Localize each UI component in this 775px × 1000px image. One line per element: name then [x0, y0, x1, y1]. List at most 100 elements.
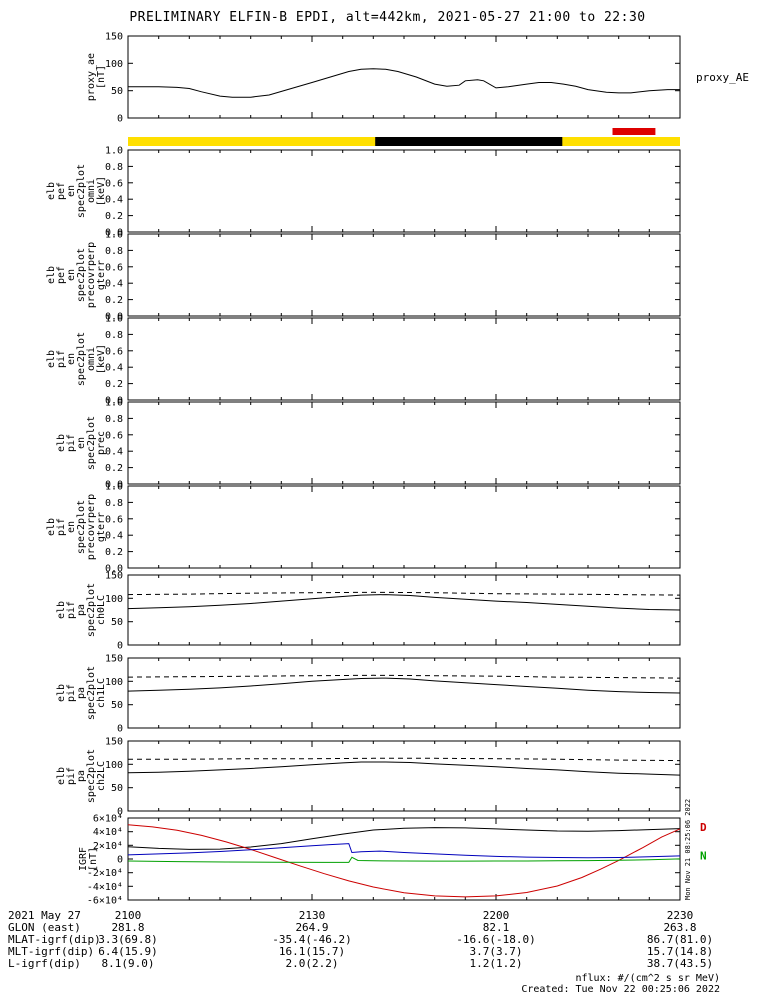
eph-row-label: GLON (east) — [8, 921, 81, 934]
panel-frame — [127, 317, 681, 401]
date-label: 2021 May 27 — [8, 909, 81, 922]
series-igrf-component-black — [127, 827, 681, 850]
panel-elb_pif_en_precovrperp_gterr: 0.0 0.2 0.4 0.6 0.8 1.0 elb pif en spec2plot preco… — [46, 482, 681, 575]
ytick-label: 150 — [105, 32, 123, 43]
ytick-label: 0 — [117, 724, 123, 735]
ytick-label: 0.8 — [105, 246, 123, 257]
ytick-label: 50 — [111, 617, 123, 628]
ytick-label: 0.6 — [105, 514, 123, 525]
ytick-label: 50 — [111, 700, 123, 711]
panel-ylabel: proxy_ae — [86, 53, 97, 101]
panel-ch1lc: 0 50 100 150 elb pif pa spec2plot ch1LC — [56, 654, 681, 735]
ytick-label: 6×10⁴ — [93, 814, 123, 825]
ytick-label: 2×10⁴ — [93, 841, 123, 852]
ytick-label: 0 — [117, 855, 123, 866]
panel-ylabel: spec2plot — [76, 248, 87, 302]
ytick-label: 0.2 — [105, 295, 123, 306]
ytick-label: 0 — [117, 807, 123, 818]
ytick-label: 0.0 — [105, 480, 123, 491]
ytick-label: 1.0 — [105, 314, 123, 325]
panel-ylabel: omni — [86, 347, 97, 371]
ytick-label: 0.4 — [105, 447, 123, 458]
panel-igrf: -6×10⁴ -4×10⁴ -2×10⁴ 0 2×10⁴ 4×10⁴ 6×10⁴ IGRF [n… — [78, 814, 707, 907]
eph-value: 2.0(2.2) — [285, 957, 339, 970]
panel-ylabel: pif — [66, 684, 77, 702]
eph-value: 3.3(69.8) — [98, 933, 158, 946]
red-coverage-bar — [612, 128, 656, 135]
ytick-label: 0.6 — [105, 346, 123, 357]
ytick-label: 150 — [105, 737, 123, 748]
ytick-label: 4×10⁴ — [93, 827, 123, 838]
nflux-units-note: nflux: #/(cm^2 s sr MeV) — [575, 973, 721, 984]
panel-ch0lc: 0 50 100 150 elb pif pa spec2plot ch0LC — [56, 571, 681, 652]
ytick-label: 0.0 — [105, 396, 123, 407]
ytick-label: 1.0 — [105, 398, 123, 409]
panel-ylabel: elb — [56, 767, 67, 785]
panel-ylabel: pa — [76, 604, 87, 616]
coverage-bar — [128, 128, 680, 146]
panel-ylabel: spec2plot — [76, 164, 87, 218]
panel-ylabel: [nT] — [96, 65, 107, 89]
panel-ylabel: pef — [56, 182, 67, 200]
panel-ylabel: gterr — [96, 512, 107, 542]
eph-value: 281.8 — [111, 921, 145, 934]
ytick-label: 0.0 — [105, 564, 123, 575]
series-ch2lc-loss-cone — [128, 757, 681, 762]
ytick-label: 0.2 — [105, 211, 123, 222]
ytick-label: -6×10⁴ — [87, 896, 123, 907]
panel-ylabel: elb — [46, 266, 57, 284]
ytick-label: 100 — [105, 59, 123, 70]
panel-ylabel: spec2plot — [86, 666, 97, 720]
panel-ylabel: gterr — [96, 260, 107, 290]
panel-ylabel: pif — [66, 767, 77, 785]
panel-ylabel: pa — [76, 770, 87, 782]
series-ch0lc-loss-cone — [127, 591, 681, 596]
panel-elb_pif_en_omni: 0.0 0.2 0.4 0.6 0.8 1.0 elb pif en spec2plot omni[… — [46, 314, 681, 407]
panel-ylabel: [keV] — [96, 176, 107, 206]
igrf-component-label: N — [700, 850, 707, 863]
eph-row-label: L-igrf(dip) — [8, 957, 81, 970]
eph-value: 6.4(15.9) — [98, 945, 158, 958]
panel-ylabel: pif — [56, 350, 67, 368]
panel-ylabel: pif — [56, 518, 67, 536]
series-proxy_ae-proxy_AE — [128, 68, 680, 98]
panel-ylabel: spec2plot — [76, 332, 87, 386]
eph-value: 263.8 — [663, 921, 697, 934]
series-ch2lc-pitch-angle — [127, 761, 681, 776]
panel-ylabel: en — [66, 353, 77, 365]
series-ch1lc-loss-cone — [127, 674, 681, 679]
panel-ylabel: precovrperp — [86, 242, 97, 308]
panel-ylabel: pa — [76, 687, 87, 699]
ytick-label: 0.4 — [105, 195, 123, 206]
panel-ylabel: pif — [66, 434, 77, 452]
series-ch0lc-pitch-angle — [127, 594, 681, 611]
panel-ylabel: en — [66, 521, 77, 533]
ytick-label: 0.2 — [105, 379, 123, 390]
eph-value: 38.7(43.5) — [646, 957, 714, 970]
panel-frame — [127, 574, 681, 646]
panel-frame — [127, 485, 681, 569]
panel-frame — [127, 35, 681, 119]
panel-ylabel: spec2plot — [86, 749, 97, 803]
panel-ylabel: elb — [56, 601, 67, 619]
eph-value: 264.9 — [295, 921, 329, 934]
panel-ylabel: [nT] — [88, 847, 99, 871]
panel-frame — [127, 740, 681, 812]
panel-ylabel: prec — [96, 431, 107, 455]
ytick-label: 50 — [111, 86, 123, 97]
ytick-label: 100 — [105, 760, 123, 771]
ytick-label: 1.0 — [105, 146, 123, 157]
ytick-label: 0.8 — [105, 330, 123, 341]
time-tick-label: 2130 — [298, 909, 326, 922]
series-igrf-component-blue — [127, 843, 681, 859]
ytick-label: 0.8 — [105, 414, 123, 425]
ytick-label: 0.0 — [105, 228, 123, 239]
panel-proxy_ae: 0 50 100 150 proxy_ae [nT] proxy_AE — [86, 32, 749, 125]
series-igrf-component-green — [127, 856, 681, 863]
eph-value: 1.2(1.2) — [469, 957, 523, 970]
panel-ylabel: en — [76, 437, 87, 449]
time-tick-label: 2200 — [482, 909, 510, 922]
ytick-label: 1.0 — [105, 482, 123, 493]
